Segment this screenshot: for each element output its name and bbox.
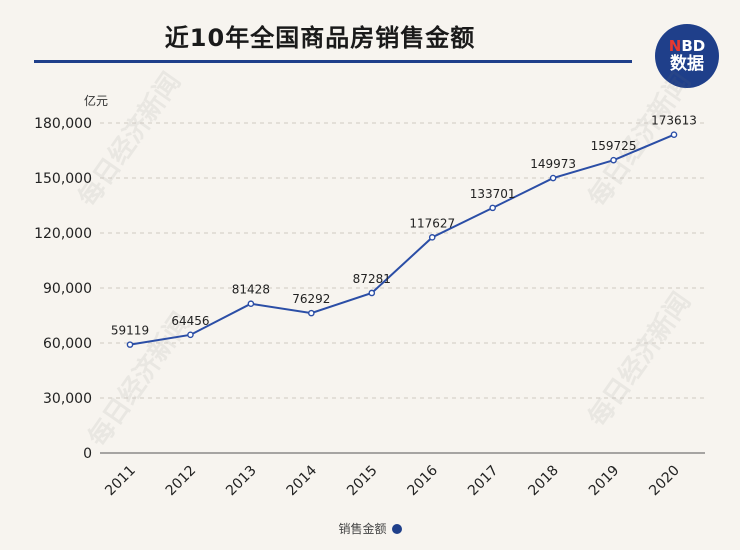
y-axis-ticks: 0 30,000 60,000 90,000 120,000 150,000 180,000 — [34, 116, 92, 462]
series-line — [129, 133, 675, 346]
nbd-logo: NBD 数据 — [655, 24, 719, 88]
data-label: 159725 — [591, 139, 637, 153]
x-tick-label: 2018 — [525, 463, 562, 500]
y-tick-label: 0 — [83, 446, 92, 462]
x-tick-label: 2011 — [102, 463, 139, 500]
y-tick-label: 180,000 — [34, 116, 92, 132]
y-tick-label: 90,000 — [43, 281, 92, 297]
x-tick-label: 2019 — [586, 463, 623, 500]
data-point — [187, 331, 194, 339]
data-label: 76292 — [292, 292, 330, 306]
x-tick-label: 2012 — [163, 463, 200, 500]
data-point — [126, 341, 134, 348]
logo-text: 数据 — [670, 54, 704, 74]
x-tick-label: 2015 — [344, 463, 381, 500]
legend: 销售金额 — [0, 520, 740, 537]
x-tick-label: 2014 — [284, 462, 321, 499]
data-label: 64456 — [171, 314, 209, 328]
y-tick-label: 60,000 — [43, 336, 92, 352]
title-underline — [34, 60, 632, 63]
data-point — [428, 234, 436, 241]
data-point — [489, 204, 496, 212]
logo-letters: BD — [681, 37, 706, 55]
data-point — [308, 309, 315, 317]
data-label: 81428 — [232, 283, 270, 297]
data-label: 149973 — [530, 157, 576, 171]
y-tick-label: 150,000 — [34, 171, 92, 187]
y-axis-label: 亿元 — [84, 93, 108, 108]
data-points — [126, 131, 678, 348]
data-point — [549, 174, 557, 182]
data-labels: 59119 64456 81428 76292 87281 117627 133701 149… — [111, 114, 697, 338]
x-tick-label: 2020 — [646, 463, 683, 500]
x-tick-label: 2017 — [465, 463, 502, 500]
grid-lines — [100, 122, 705, 454]
data-label: 133701 — [470, 187, 516, 201]
data-point — [247, 300, 255, 308]
data-point — [670, 131, 678, 139]
data-point — [368, 289, 376, 297]
legend-label: 销售金额 — [338, 522, 387, 536]
y-tick-label: 120,000 — [34, 226, 92, 242]
legend-marker — [391, 523, 402, 534]
x-tick-label: 2016 — [405, 462, 442, 499]
chart-title: 近10年全国商品房销售金额 — [164, 24, 476, 52]
data-label: 117627 — [409, 216, 455, 230]
data-label: 87281 — [353, 272, 391, 286]
series-line-path — [129, 133, 675, 346]
x-tick-label: 2013 — [223, 463, 260, 500]
logo-accent-letter: N — [668, 37, 682, 55]
data-label: 59119 — [111, 324, 149, 338]
x-axis-ticks: 2011 2012 2013 2014 2015 2016 2017 2018 2019 2020 — [102, 462, 683, 499]
y-tick-label: 30,000 — [43, 391, 92, 407]
data-label: 173613 — [651, 114, 697, 128]
data-point — [610, 156, 617, 164]
